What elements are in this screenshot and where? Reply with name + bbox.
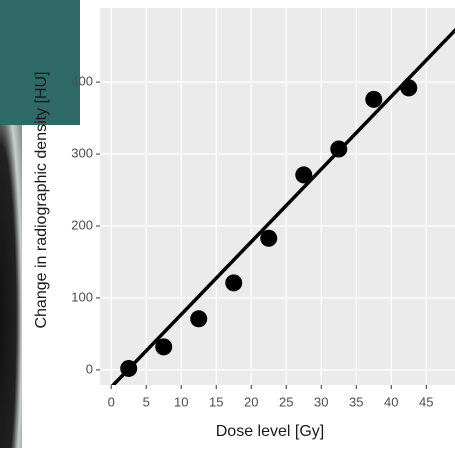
chart-card-edge xyxy=(80,0,102,448)
x-tick-label: 20 xyxy=(244,394,258,409)
x-tick-label: 45 xyxy=(419,394,433,409)
plot: 0 100 200 300 400 0 5 10 15 20 25 30 35 40 45 xyxy=(71,8,455,409)
y-tick-label: 100 xyxy=(71,289,93,304)
x-tick-label: 30 xyxy=(314,394,328,409)
y-tick-label: 300 xyxy=(71,145,93,160)
x-tick-label: 40 xyxy=(384,394,398,409)
plot-panel xyxy=(100,8,455,385)
y-axis-title: Change in radiographic density [HU] xyxy=(33,71,50,328)
data-point xyxy=(365,90,383,108)
data-point xyxy=(190,310,208,328)
data-point xyxy=(400,79,418,97)
y-tick-label: 400 xyxy=(71,74,93,89)
x-tick-label: 25 xyxy=(279,394,293,409)
data-point xyxy=(120,359,138,377)
x-tick-label: 15 xyxy=(209,394,223,409)
data-point xyxy=(225,274,243,292)
x-axis-title: Dose level [Gy] xyxy=(216,423,324,440)
x-tick-label: 5 xyxy=(143,394,150,409)
y-tick-label: 0 xyxy=(86,361,93,376)
x-tick-label: 0 xyxy=(108,394,115,409)
background-corner xyxy=(0,0,90,125)
x-tick-label: 10 xyxy=(174,394,188,409)
data-point xyxy=(260,229,278,247)
x-tick-label: 35 xyxy=(349,394,363,409)
data-point xyxy=(330,140,348,158)
y-tick-label: 200 xyxy=(71,217,93,232)
data-point xyxy=(155,338,173,356)
data-point xyxy=(295,166,313,184)
